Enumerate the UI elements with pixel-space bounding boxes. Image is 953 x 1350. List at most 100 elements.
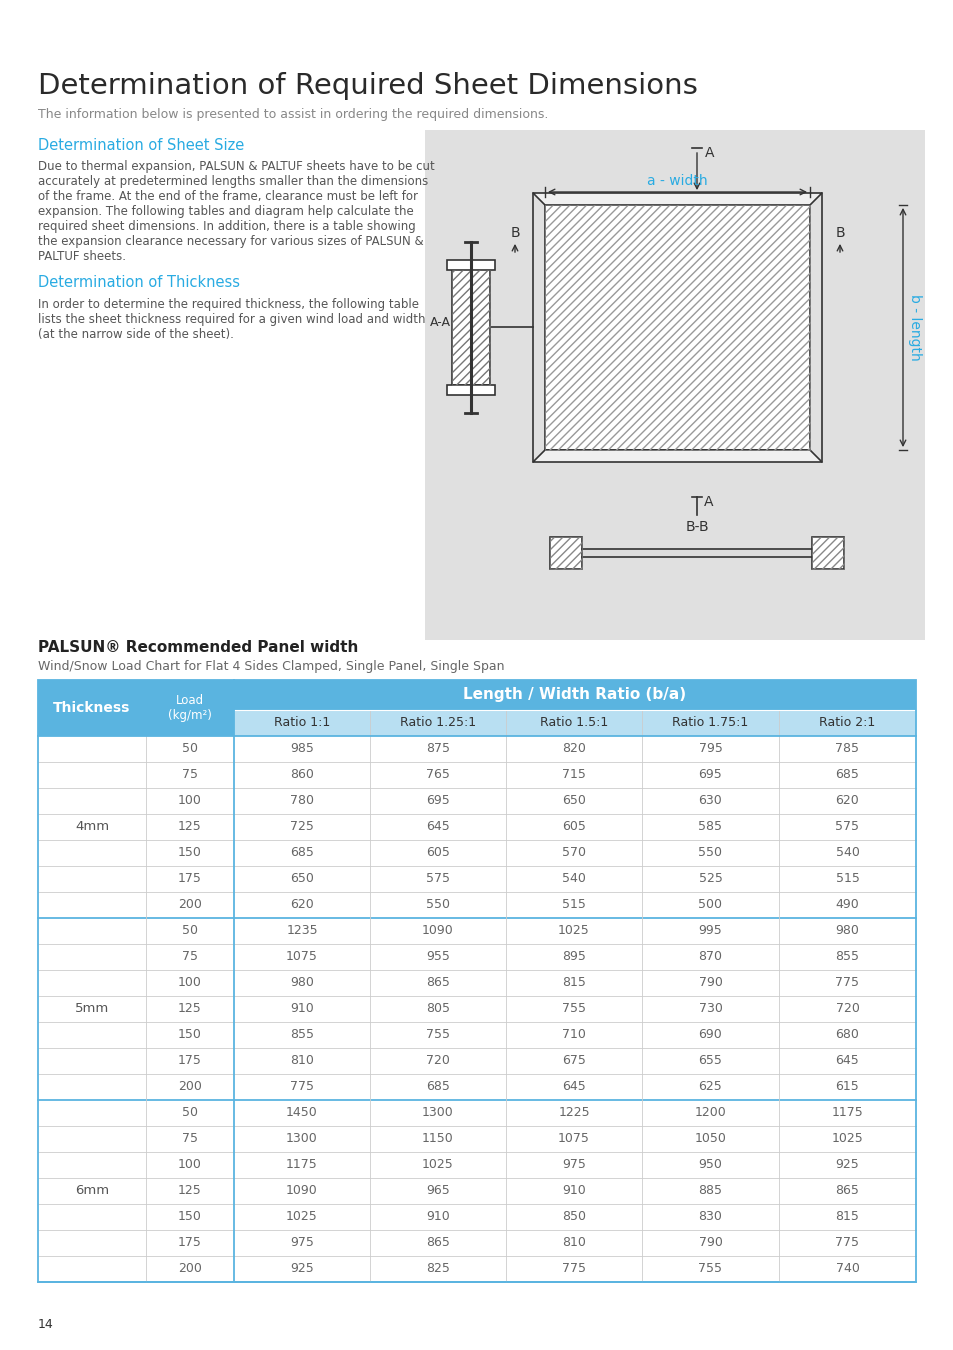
Text: 910: 910	[561, 1184, 585, 1197]
Text: 540: 540	[561, 872, 585, 886]
Text: 865: 865	[426, 976, 450, 990]
Bar	[550, 537, 581, 568]
Text: 490: 490	[835, 899, 859, 911]
Text: 75: 75	[182, 768, 198, 782]
Text: Ratio 1.75:1: Ratio 1.75:1	[672, 717, 748, 729]
Text: 1090: 1090	[421, 925, 454, 937]
Text: 150: 150	[178, 846, 202, 860]
Text: 790: 790	[698, 1237, 721, 1250]
Bar	[811, 537, 843, 568]
Text: Ratio 1.5:1: Ratio 1.5:1	[539, 717, 607, 729]
Text: 50: 50	[182, 925, 198, 937]
Bar	[38, 680, 915, 710]
Bar	[544, 205, 809, 450]
Text: 1025: 1025	[286, 1211, 317, 1223]
Text: expansion. The following tables and diagram help calculate the: expansion. The following tables and diag…	[38, 205, 414, 217]
Text: 925: 925	[290, 1262, 314, 1276]
Text: 775: 775	[835, 1237, 859, 1250]
Text: 75: 75	[182, 1133, 198, 1146]
Bar	[38, 1152, 915, 1179]
Text: 620: 620	[290, 899, 314, 911]
Bar	[38, 971, 915, 996]
Text: 790: 790	[698, 976, 721, 990]
Text: B: B	[510, 225, 519, 240]
Text: 855: 855	[835, 950, 859, 964]
Text: 820: 820	[561, 743, 585, 756]
Bar	[38, 736, 915, 761]
Text: required sheet dimensions. In addition, there is a table showing: required sheet dimensions. In addition, …	[38, 220, 416, 234]
Text: 1175: 1175	[831, 1107, 862, 1119]
Text: 575: 575	[426, 872, 450, 886]
Text: 685: 685	[426, 1080, 450, 1094]
Text: 850: 850	[561, 1211, 585, 1223]
Text: 50: 50	[182, 1107, 198, 1119]
Text: 695: 695	[698, 768, 721, 782]
Text: 975: 975	[290, 1237, 314, 1250]
Text: 14: 14	[38, 1319, 53, 1331]
Text: The information below is presented to assist in ordering the required dimensions: The information below is presented to as…	[38, 108, 548, 122]
Text: 885: 885	[698, 1184, 721, 1197]
Text: 910: 910	[290, 1003, 314, 1015]
Text: 50: 50	[182, 743, 198, 756]
Text: 125: 125	[178, 1184, 202, 1197]
Text: 500: 500	[698, 899, 721, 911]
Text: 1090: 1090	[286, 1184, 317, 1197]
Text: 690: 690	[698, 1029, 721, 1041]
Text: Due to thermal expansion, PALSUN & PALTUF sheets have to be cut: Due to thermal expansion, PALSUN & PALTU…	[38, 161, 435, 173]
Text: 625: 625	[698, 1080, 721, 1094]
Text: 825: 825	[426, 1262, 450, 1276]
Text: 1225: 1225	[558, 1107, 589, 1119]
Text: 995: 995	[698, 925, 721, 937]
Text: 955: 955	[426, 950, 450, 964]
Text: 685: 685	[290, 846, 314, 860]
Bar	[38, 944, 915, 971]
Text: 645: 645	[561, 1080, 585, 1094]
Text: 710: 710	[561, 1029, 585, 1041]
Text: 5mm: 5mm	[74, 1003, 109, 1015]
Polygon shape	[533, 450, 821, 462]
Text: 125: 125	[178, 1003, 202, 1015]
Text: B: B	[834, 225, 844, 240]
Text: 525: 525	[698, 872, 721, 886]
Text: PALTUF sheets.: PALTUF sheets.	[38, 250, 126, 263]
Bar	[447, 385, 495, 396]
Text: 1025: 1025	[421, 1158, 454, 1172]
Bar	[38, 840, 915, 865]
Text: Ratio 1:1: Ratio 1:1	[274, 717, 330, 729]
Text: 780: 780	[290, 795, 314, 807]
Bar	[38, 1075, 915, 1100]
Text: 570: 570	[561, 846, 585, 860]
Text: 1025: 1025	[831, 1133, 862, 1146]
Text: 1450: 1450	[286, 1107, 317, 1119]
Bar	[38, 788, 915, 814]
Text: Determination of Required Sheet Dimensions: Determination of Required Sheet Dimensio…	[38, 72, 698, 100]
Text: 100: 100	[178, 976, 202, 990]
Text: accurately at predetermined lengths smaller than the dimensions: accurately at predetermined lengths smal…	[38, 176, 428, 188]
Bar	[38, 1179, 915, 1204]
Bar	[424, 130, 924, 640]
Text: 865: 865	[426, 1237, 450, 1250]
Text: 695: 695	[426, 795, 450, 807]
Bar	[38, 1204, 915, 1230]
Text: 125: 125	[178, 821, 202, 833]
Bar	[38, 1230, 915, 1256]
Text: A-A: A-A	[430, 316, 451, 328]
Text: 515: 515	[561, 899, 585, 911]
Text: 1300: 1300	[286, 1133, 317, 1146]
Text: 1075: 1075	[558, 1133, 589, 1146]
Bar	[38, 680, 233, 736]
Text: 775: 775	[290, 1080, 314, 1094]
Text: 715: 715	[561, 768, 585, 782]
Text: 550: 550	[426, 899, 450, 911]
Text: 775: 775	[561, 1262, 585, 1276]
Text: 200: 200	[178, 1262, 202, 1276]
Text: 755: 755	[426, 1029, 450, 1041]
Text: 680: 680	[835, 1029, 859, 1041]
Text: 950: 950	[698, 1158, 721, 1172]
Text: 725: 725	[290, 821, 314, 833]
Text: Wind/Snow Load Chart for Flat 4 Sides Clamped, Single Panel, Single Span: Wind/Snow Load Chart for Flat 4 Sides Cl…	[38, 660, 504, 674]
Text: 620: 620	[835, 795, 859, 807]
Bar	[452, 270, 490, 385]
Bar	[38, 918, 915, 944]
Text: 765: 765	[426, 768, 450, 782]
